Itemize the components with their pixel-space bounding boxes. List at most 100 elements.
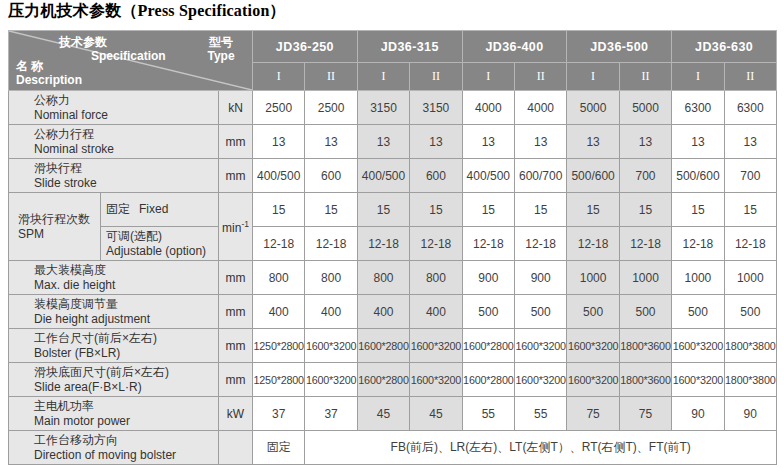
value-cell: 600 [305, 159, 357, 193]
value-cell: 500 [515, 295, 567, 329]
row-label-en: Main motor power [34, 414, 218, 429]
unit-cell: min-1 [219, 193, 253, 261]
value-cell: 1600*3200 [410, 329, 462, 363]
variant-header-cell: II [410, 63, 462, 91]
value-cell: 1800*3800 [724, 329, 776, 363]
value-cell: 800 [410, 261, 462, 295]
value-cell: 400 [305, 295, 357, 329]
value-cell: 1600*3200 [515, 363, 567, 397]
corner-name-zh: 名 称 [16, 59, 82, 73]
page: 压力机技术参数（Press Specification） 技术参数 Specif… [0, 0, 784, 468]
value-cell: 900 [462, 261, 514, 295]
moving-directions-cell: FB(前后)、LR(左右)、LT(左侧T）、RT(右侧T)、FT(前T) [305, 431, 777, 465]
value-cell: 600 [410, 159, 462, 193]
spm-adjustable-en: Adjustable (option) [106, 244, 218, 259]
variant-header-cell: II [619, 63, 671, 91]
value-cell: 13 [724, 125, 776, 159]
value-cell: 12-18 [515, 227, 567, 261]
spm-adjustable-label: 可调(选配)Adjustable (option) [101, 227, 219, 261]
value-cell: 13 [515, 125, 567, 159]
corner-name-label: 名 称 Description [16, 59, 82, 87]
row-label-en: Nominal force [34, 108, 218, 123]
value-cell: 1250*2800 [253, 329, 305, 363]
value-cell: 800 [357, 261, 409, 295]
fixed-bolster-cell: 固定 [253, 431, 305, 465]
value-cell: 15 [357, 193, 409, 227]
spm-fixed-zh: 固定 [106, 202, 130, 216]
value-cell: 1600*2800 [357, 329, 409, 363]
value-cell: 1000 [724, 261, 776, 295]
value-cell: 1600*2800 [462, 329, 514, 363]
value-cell: 90 [724, 397, 776, 431]
value-cell: 6300 [672, 91, 724, 125]
spec-row: 最大装模高度Max. die heightmm80080080080090090… [9, 261, 777, 295]
spm-adjustable-zh: 可调(选配) [106, 229, 218, 244]
value-cell: 15 [410, 193, 462, 227]
model-header-cell: JD36-315 [357, 31, 462, 63]
corner-type-zh: 型号 [195, 35, 247, 49]
value-cell: 45 [410, 397, 462, 431]
corner-type-en: Type [195, 49, 247, 63]
corner-type-label: 型号 Type [195, 35, 247, 63]
value-cell: 1000 [672, 261, 724, 295]
row-label: 装模高度调节量Die height adjustment [9, 295, 219, 329]
unit-cell: mm [219, 295, 253, 329]
spec-row: 公称力行程Nominal strokemm1313131313131313131… [9, 125, 777, 159]
spec-row: 滑块行程Slide strokemm400/500600400/50060040… [9, 159, 777, 193]
value-cell: 15 [515, 193, 567, 227]
row-label-en: Slide stroke [34, 176, 218, 191]
value-cell: 15 [462, 193, 514, 227]
value-cell: 2500 [305, 91, 357, 125]
value-cell: 15 [619, 193, 671, 227]
row-label-en: Nominal stroke [34, 142, 218, 157]
value-cell: 13 [462, 125, 514, 159]
variant-header-cell: II [305, 63, 357, 91]
row-label: 工作台尺寸(前后×左右)Bolster (FB×LR) [9, 329, 219, 363]
unit-cell: mm [219, 159, 253, 193]
value-cell: 12-18 [305, 227, 357, 261]
row-label: 滑块行程次数SPM [9, 193, 101, 261]
value-cell: 15 [672, 193, 724, 227]
value-cell: 500 [724, 295, 776, 329]
value-cell: 75 [567, 397, 619, 431]
value-cell: 12-18 [253, 227, 305, 261]
value-cell: 800 [305, 261, 357, 295]
value-cell: 1800*3600 [619, 363, 671, 397]
value-cell: 5000 [567, 91, 619, 125]
value-cell: 12-18 [410, 227, 462, 261]
value-cell: 15 [724, 193, 776, 227]
value-cell: 13 [357, 125, 409, 159]
value-cell: 12-18 [619, 227, 671, 261]
row-label-zh: 工作台移动方向 [34, 433, 218, 448]
variant-header-cell: II [515, 63, 567, 91]
spec-row: 装模高度调节量Die height adjustmentmm4004004004… [9, 295, 777, 329]
spec-row: 工作台尺寸(前后×左右)Bolster (FB×LR)mm1250*280016… [9, 329, 777, 363]
model-header-cell: JD36-400 [462, 31, 567, 63]
spec-row: 公称力Nominal forcekN2500250031503150400040… [9, 91, 777, 125]
value-cell: 15 [567, 193, 619, 227]
value-cell: 1600*3200 [305, 329, 357, 363]
row-label-zh: 公称力行程 [34, 127, 218, 142]
corner-spec-en: Specification [91, 49, 166, 63]
row-label: 最大装模高度Max. die height [9, 261, 219, 295]
value-cell: 1000 [567, 261, 619, 295]
value-cell: 6300 [724, 91, 776, 125]
value-cell: 700 [619, 159, 671, 193]
corner-name-en: Description [16, 73, 82, 87]
row-label-zh: 滑块行程 [34, 161, 218, 176]
value-cell: 12-18 [357, 227, 409, 261]
value-cell: 500 [567, 295, 619, 329]
value-cell: 800 [253, 261, 305, 295]
value-cell: 12-18 [567, 227, 619, 261]
row-label: 公称力行程Nominal stroke [9, 125, 219, 159]
value-cell: 75 [619, 397, 671, 431]
unit-cell: kW [219, 397, 253, 431]
spec-row: 工作台移动方向Direction of moving bolster固定FB(前… [9, 431, 777, 465]
value-cell: 37 [253, 397, 305, 431]
variant-header-cell: I [567, 63, 619, 91]
spec-row: 滑块行程次数SPM固定Fixedmin-11515151515151515151… [9, 193, 777, 227]
row-label: 公称力Nominal force [9, 91, 219, 125]
row-label: 主电机功率Main motor power [9, 397, 219, 431]
value-cell: 3150 [410, 91, 462, 125]
row-label-zh: 装模高度调节量 [34, 297, 218, 312]
